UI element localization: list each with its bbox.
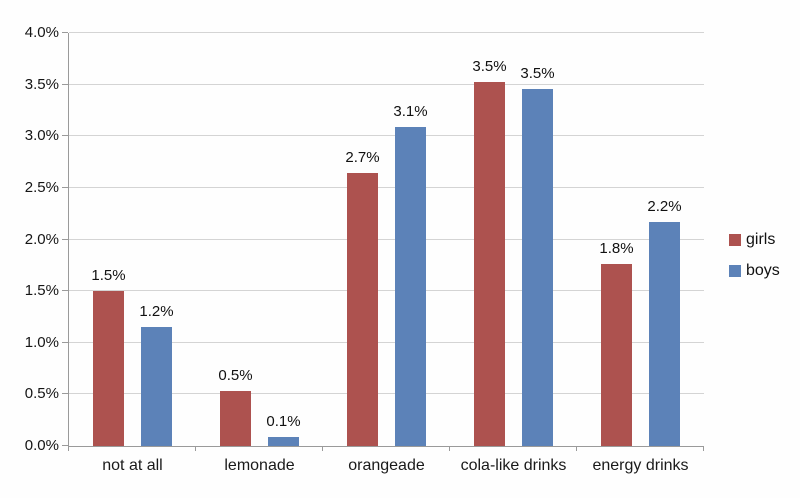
bar-girls xyxy=(220,391,251,446)
gridline xyxy=(69,83,704,85)
y-axis-tick xyxy=(62,393,68,395)
legend-label-boys: boys xyxy=(746,262,780,279)
legend-item-girls: girls xyxy=(729,230,780,250)
bar-value-label-girls: 3.5% xyxy=(472,57,507,75)
y-axis-stub xyxy=(68,446,69,451)
y-axis-tick xyxy=(62,238,68,240)
y-axis-tick xyxy=(62,135,68,137)
bar-value-label-boys: 1.2% xyxy=(139,303,174,321)
bar-value-label-boys: 3.1% xyxy=(393,102,428,120)
bar-girls xyxy=(474,81,505,446)
bar-girls xyxy=(347,173,378,446)
category-label: orangeade xyxy=(348,457,425,474)
bar-boys xyxy=(649,221,680,446)
y-axis-tick xyxy=(62,341,68,343)
y-axis-label: 3.5% xyxy=(24,75,59,93)
y-axis-label: 1.0% xyxy=(24,333,59,351)
bar-girls xyxy=(601,264,632,446)
legend-item-boys: boys xyxy=(729,261,780,281)
y-axis-label: 2.0% xyxy=(24,230,59,248)
bar-boys xyxy=(268,436,299,446)
legend-swatch-girls xyxy=(729,234,741,246)
plot-area: 0.0% 0.5% 1.0% 1.5% 2.0% 2.5% 3.0% 3.5% 4.0% 1.5%… xyxy=(25,24,704,474)
y-axis-tick xyxy=(62,32,68,33)
category-label: cola-like drinks xyxy=(460,457,567,474)
x-axis-tick xyxy=(449,446,450,451)
y-axis-tick xyxy=(62,186,68,188)
gridline xyxy=(69,186,704,188)
bar-boys xyxy=(522,88,553,446)
bar-group-lemonade: 0.5% 0.1% lemonade xyxy=(196,33,323,474)
y-axis-tick xyxy=(62,83,68,85)
y-axis-tick xyxy=(62,445,68,446)
y-axis-label: 1.5% xyxy=(24,282,59,300)
y-axis-label: 2.5% xyxy=(24,178,59,196)
x-axis-tick xyxy=(703,446,704,451)
category-label: not at all xyxy=(102,457,163,474)
x-axis-tick xyxy=(195,446,196,451)
bar-value-label-boys: 3.5% xyxy=(520,64,555,82)
bar-boys xyxy=(141,327,172,446)
y-axis-tick xyxy=(62,290,68,292)
category-label: lemonade xyxy=(224,457,295,474)
bar-value-label-boys: 0.1% xyxy=(266,412,301,430)
bar-group-not-at-all: 1.5% 1.2% not at all xyxy=(69,33,196,474)
gridline xyxy=(69,341,704,343)
y-axis-label: 0.5% xyxy=(24,385,59,403)
bar-value-label-girls: 1.5% xyxy=(91,267,126,285)
bar-value-label-boys: 2.2% xyxy=(647,197,682,215)
legend: girls boys xyxy=(729,230,780,292)
gridline xyxy=(69,393,704,395)
gridline xyxy=(69,238,704,240)
bar-value-label-girls: 2.7% xyxy=(345,149,380,167)
bar-value-label-girls: 1.8% xyxy=(599,240,634,258)
y-axis-label: 0.0% xyxy=(24,437,59,454)
gridline xyxy=(69,135,704,137)
legend-swatch-boys xyxy=(729,265,741,277)
gridline xyxy=(69,290,704,292)
bar-value-label-girls: 0.5% xyxy=(218,367,253,385)
bar-girls xyxy=(93,291,124,446)
bar-group-cola-like-drinks: 3.5% 3.5% cola-like drinks xyxy=(450,33,577,474)
bar-boys xyxy=(395,126,426,446)
legend-label-girls: girls xyxy=(746,231,776,248)
y-axis-label: 3.0% xyxy=(24,127,59,145)
category-label: energy drinks xyxy=(592,457,689,474)
gridline xyxy=(69,32,704,33)
bar-group-energy-drinks: 1.8% 2.2% energy drinks xyxy=(577,33,704,474)
x-axis-tick xyxy=(576,446,577,451)
y-axis-label: 4.0% xyxy=(24,24,59,41)
x-axis-tick xyxy=(322,446,323,451)
bar-group-orangeade: 2.7% 3.1% orangeade xyxy=(323,33,450,474)
